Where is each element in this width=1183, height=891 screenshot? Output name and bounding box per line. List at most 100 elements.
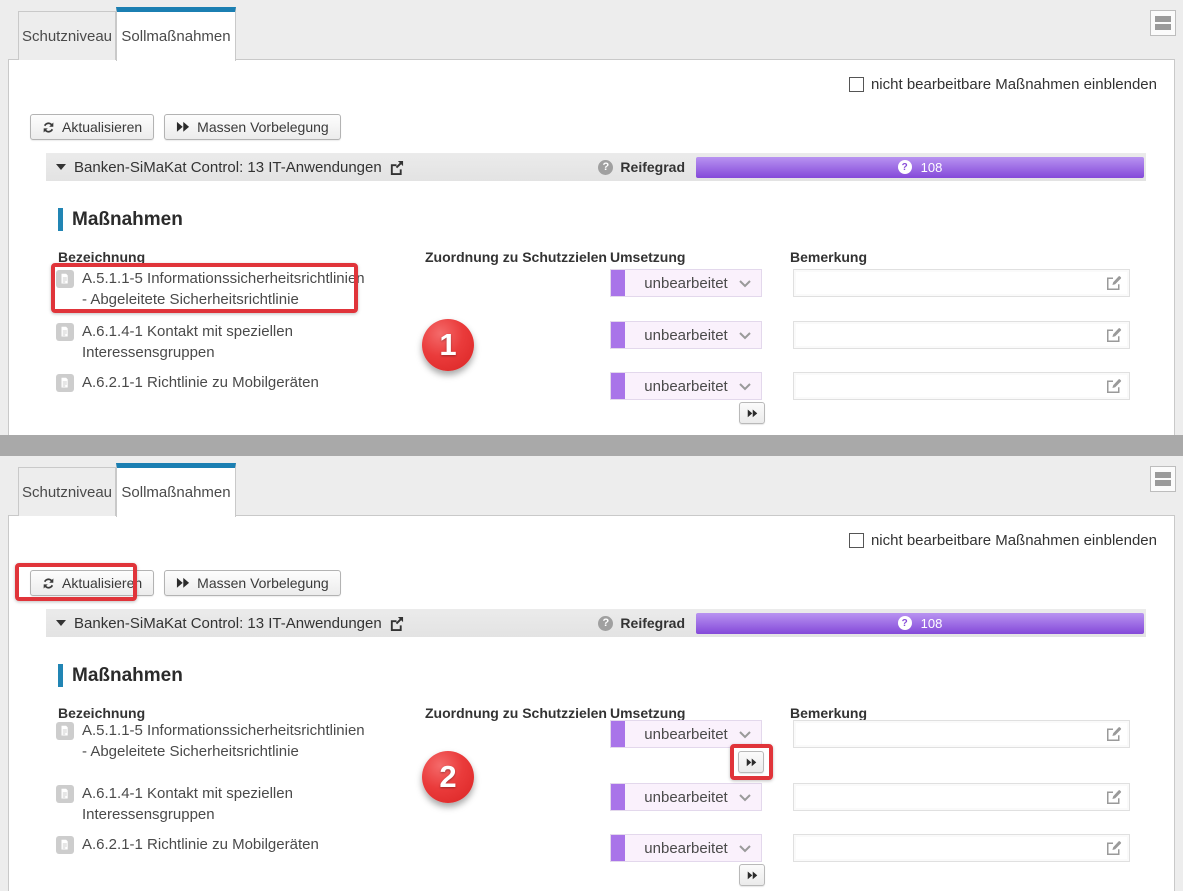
edit-icon[interactable]: [1106, 789, 1122, 805]
measure-name: A.6.2.1-1 Richtlinie zu Mobilgeräten: [82, 836, 319, 853]
document-icon: [56, 323, 74, 341]
remark-field-wrap: [793, 269, 1130, 297]
control-panel-header[interactable]: Banken-SiMaKat Control: 13 IT-Anwendunge…: [46, 153, 1146, 181]
chevron-down-icon: [739, 332, 751, 339]
tab-label: Sollmaßnahmen: [121, 28, 231, 45]
refresh-label: Aktualisieren: [62, 119, 143, 135]
apply-down-button[interactable]: [739, 402, 765, 424]
show-noneditable-checkbox[interactable]: [848, 533, 864, 548]
tab-label: Sollmaßnahmen: [121, 484, 231, 501]
maturity-value: 108: [920, 615, 943, 631]
edit-icon[interactable]: [1106, 327, 1122, 343]
screenshot-step-1: Schutzniveau Sollmaßnahmen nicht bearbei…: [0, 0, 1183, 435]
remark-input[interactable]: [793, 834, 1130, 862]
dropdown-value: unbearbeitet: [644, 377, 728, 395]
implementation-dropdown[interactable]: unbearbeitet: [610, 372, 762, 400]
list-view-icon[interactable]: [1150, 10, 1176, 36]
tab-schutzniveau[interactable]: Schutzniveau: [18, 11, 116, 60]
show-noneditable-row: nicht bearbeitbare Maßnahmen einblenden: [848, 532, 1157, 549]
status-stripe: [611, 721, 625, 747]
remark-input[interactable]: [793, 783, 1130, 811]
external-link-icon[interactable]: [389, 616, 404, 631]
chevron-down-icon: [739, 280, 751, 287]
remark-field-wrap: [793, 372, 1130, 400]
remark-input[interactable]: [793, 321, 1130, 349]
implementation-dropdown[interactable]: unbearbeitet: [610, 269, 762, 297]
remark-input[interactable]: [793, 269, 1130, 297]
implementation-dropdown[interactable]: unbearbeitet: [610, 834, 762, 862]
collapse-caret-icon[interactable]: [56, 164, 66, 170]
column-header-name: Bezeichnung: [58, 249, 146, 265]
column-header-remark: Bemerkung: [790, 249, 868, 265]
column-header-name: Bezeichnung: [58, 705, 146, 721]
edit-icon[interactable]: [1106, 378, 1122, 394]
status-stripe: [611, 784, 625, 810]
remark-input[interactable]: [793, 372, 1130, 400]
toolbar: Aktualisieren Massen Vorbelegung: [30, 570, 341, 596]
document-icon: [56, 722, 74, 740]
control-panel-header[interactable]: Banken-SiMaKat Control: 13 IT-Anwendunge…: [46, 609, 1146, 637]
show-noneditable-checkbox[interactable]: [848, 77, 864, 92]
mass-preset-button[interactable]: Massen Vorbelegung: [164, 114, 341, 140]
edit-icon[interactable]: [1106, 726, 1122, 742]
show-noneditable-label: nicht bearbeitbare Maßnahmen einblenden: [870, 532, 1157, 549]
implementation-dropdown[interactable]: unbearbeitet: [610, 783, 762, 811]
bar: [1155, 16, 1171, 22]
mass-preset-label: Massen Vorbelegung: [197, 119, 329, 135]
document-icon: [56, 785, 74, 803]
remark-field-wrap: [793, 720, 1130, 748]
document-icon: [56, 374, 74, 392]
edit-icon[interactable]: [1106, 840, 1122, 856]
measure-name: A.6.2.1-1 Richtlinie zu Mobilgeräten: [82, 374, 319, 391]
bar: [1155, 24, 1171, 30]
chevron-down-icon: [739, 845, 751, 852]
measure-name: A.5.1.1-5 Informationssicherheitsrichtli…: [82, 270, 365, 308]
annotation-step-badge: 2: [422, 751, 474, 803]
status-stripe: [611, 270, 625, 296]
refresh-label: Aktualisieren: [62, 575, 143, 591]
dropdown-value: unbearbeitet: [644, 788, 728, 806]
fast-forward-icon: [747, 408, 757, 417]
refresh-icon: [43, 121, 54, 133]
chevron-down-icon: [739, 731, 751, 738]
implementation-dropdown[interactable]: unbearbeitet: [610, 720, 762, 748]
fast-forward-icon: [177, 577, 190, 588]
document-icon: [56, 270, 74, 288]
remark-input[interactable]: [793, 720, 1130, 748]
apply-down-button[interactable]: [739, 864, 765, 886]
maturity-bar: ? 108: [696, 156, 1144, 178]
remark-field-wrap: [793, 321, 1130, 349]
status-stripe: [611, 373, 625, 399]
external-link-icon[interactable]: [389, 160, 404, 175]
refresh-button[interactable]: Aktualisieren: [30, 114, 155, 140]
dropdown-value: unbearbeitet: [644, 725, 728, 743]
remark-field-wrap: [793, 783, 1130, 811]
status-stripe: [611, 835, 625, 861]
maturity-label: Reifegrad: [620, 159, 685, 175]
measure-name: A.5.1.1-5 Informationssicherheitsrichtli…: [82, 722, 365, 760]
maturity-help-icon: ?: [897, 616, 912, 630]
column-header-remark: Bemerkung: [790, 705, 868, 721]
apply-down-button[interactable]: [738, 751, 764, 773]
tab-sollmassnahmen[interactable]: Sollmaßnahmen: [116, 7, 236, 61]
section-title: Maßnahmen: [58, 664, 183, 687]
refresh-button[interactable]: Aktualisieren: [30, 570, 155, 596]
fast-forward-icon: [747, 870, 757, 879]
status-stripe: [611, 322, 625, 348]
help-icon: ?: [598, 159, 614, 175]
screenshot-divider: [0, 435, 1183, 456]
dropdown-value: unbearbeitet: [644, 839, 728, 857]
mass-preset-button[interactable]: Massen Vorbelegung: [164, 570, 341, 596]
control-title: Banken-SiMaKat Control: 13 IT-Anwendunge…: [74, 614, 382, 632]
dropdown-value: unbearbeitet: [644, 326, 728, 344]
implementation-dropdown[interactable]: unbearbeitet: [610, 321, 762, 349]
tab-label: Schutzniveau: [21, 483, 113, 501]
tab-sollmassnahmen[interactable]: Sollmaßnahmen: [116, 463, 236, 517]
maturity-group: ? Reifegrad ? 108: [598, 612, 1144, 634]
maturity-bar: ? 108: [696, 612, 1144, 634]
help-icon: ?: [598, 615, 614, 631]
collapse-caret-icon[interactable]: [56, 620, 66, 626]
edit-icon[interactable]: [1106, 275, 1122, 291]
list-view-icon[interactable]: [1150, 466, 1176, 492]
tab-schutzniveau[interactable]: Schutzniveau: [18, 467, 116, 516]
